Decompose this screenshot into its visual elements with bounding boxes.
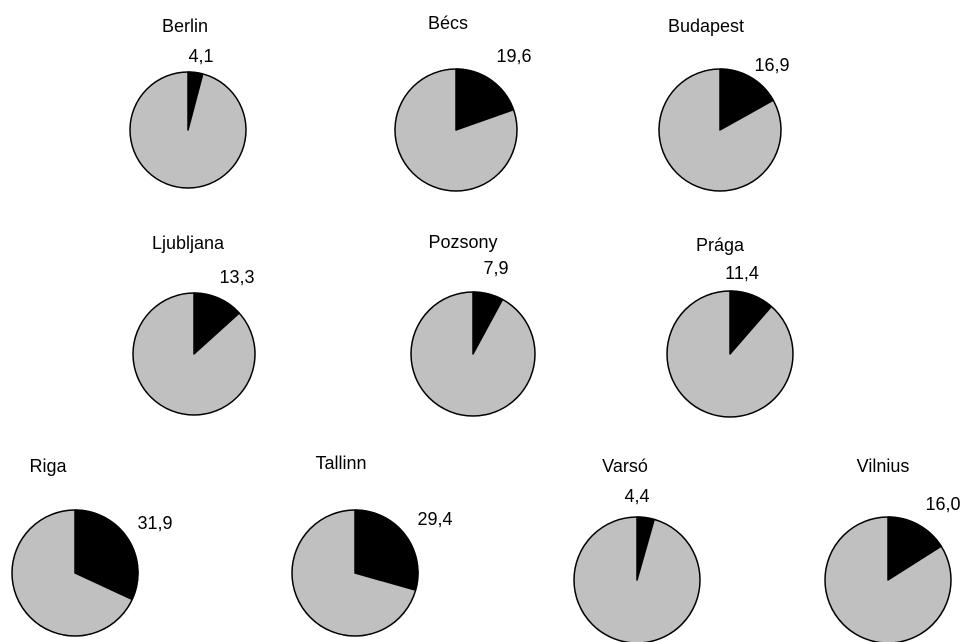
- pie-ljubljana-value-label: 13,3: [219, 267, 254, 287]
- pie-ljubljana-outline: [132, 292, 256, 416]
- pie-budapest-outline: [658, 68, 782, 192]
- pie-varso-title: Varsó: [602, 456, 648, 476]
- pie-berlin-value-label: 4,1: [188, 46, 213, 66]
- pie-vilnius-title: Vilnius: [857, 456, 910, 476]
- pie-becs-outline: [394, 68, 518, 192]
- pie-varso-value-label: 4,4: [624, 486, 649, 506]
- pie-riga-value-label: 31,9: [137, 513, 172, 533]
- pie-budapest-title: Budapest: [668, 16, 744, 36]
- pie-becs-title: Bécs: [428, 13, 468, 33]
- pie-pozsony-value-label: 7,9: [483, 258, 508, 278]
- pie-tallinn-outline: [291, 509, 419, 637]
- pie-riga-title: Riga: [29, 456, 67, 476]
- pie-tallinn-value-label: 29,4: [417, 509, 452, 529]
- pie-ljubljana-title: Ljubljana: [152, 233, 225, 253]
- pie-pozsony-title: Pozsony: [428, 232, 497, 252]
- pie-praga-title: Prága: [696, 235, 745, 255]
- pie-riga-outline: [11, 509, 139, 637]
- pie-berlin-title: Berlin: [162, 16, 208, 36]
- pie-budapest-value-label: 16,9: [754, 55, 789, 75]
- pie-vilnius-outline: [824, 516, 952, 642]
- pie-varso-outline: [573, 516, 701, 642]
- pie-praga-value-label: 11,4: [725, 263, 759, 283]
- pie-tallinn-title: Tallinn: [315, 453, 366, 473]
- pie-becs-value-label: 19,6: [496, 46, 531, 66]
- pie-pozsony-outline: [410, 291, 536, 417]
- pie-praga-outline: [666, 290, 794, 418]
- pie-berlin-outline: [129, 71, 247, 189]
- pie-vilnius-value-label: 16,0: [925, 494, 960, 514]
